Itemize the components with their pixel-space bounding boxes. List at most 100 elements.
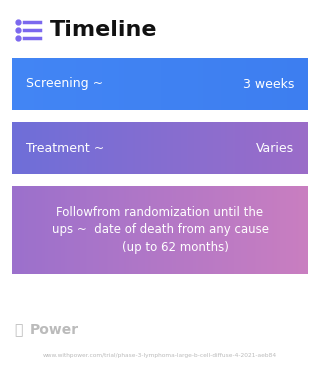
Bar (209, 58, 211, 110)
Bar (154, 186, 156, 274)
Bar (258, 186, 259, 274)
Bar (246, 186, 247, 274)
Bar (107, 58, 109, 110)
Bar (53, 186, 55, 274)
Bar (181, 122, 182, 174)
Bar (265, 58, 267, 110)
Bar (92, 122, 94, 174)
Bar (197, 58, 198, 110)
Bar (20, 58, 21, 110)
Bar (70, 58, 71, 110)
Bar (229, 122, 232, 174)
Bar (74, 58, 76, 110)
Bar (131, 58, 132, 110)
Bar (111, 58, 113, 110)
Bar (138, 122, 140, 174)
Bar (56, 186, 58, 274)
Bar (204, 122, 206, 174)
Bar (79, 58, 81, 110)
Bar (253, 122, 255, 174)
Bar (269, 122, 271, 174)
Bar (300, 122, 302, 174)
Bar (158, 186, 161, 274)
Bar (24, 122, 26, 174)
Bar (133, 122, 135, 174)
Bar (247, 122, 249, 174)
Bar (15, 58, 17, 110)
Bar (145, 58, 147, 110)
Bar (269, 58, 271, 110)
Bar (110, 186, 111, 274)
Bar (96, 122, 98, 174)
Bar (219, 186, 221, 274)
Bar (133, 58, 135, 110)
Bar (162, 186, 164, 274)
Bar (265, 122, 267, 174)
Bar (202, 186, 203, 274)
Bar (172, 186, 174, 274)
Bar (105, 122, 107, 174)
Bar (219, 186, 221, 274)
Bar (123, 186, 125, 274)
Bar (116, 58, 117, 110)
Bar (55, 58, 57, 110)
Bar (262, 186, 264, 274)
Bar (124, 186, 126, 274)
Bar (92, 186, 93, 274)
Bar (89, 58, 91, 110)
Bar (55, 58, 56, 110)
Bar (120, 122, 122, 174)
Bar (198, 58, 200, 110)
Bar (255, 122, 257, 174)
Bar (218, 186, 219, 274)
Bar (260, 58, 263, 110)
Bar (156, 58, 157, 110)
Bar (148, 186, 150, 274)
Bar (182, 122, 184, 174)
Bar (247, 58, 249, 110)
Bar (107, 186, 108, 274)
Bar (193, 186, 194, 274)
Bar (30, 58, 31, 110)
Bar (300, 186, 303, 274)
Bar (34, 58, 36, 110)
Bar (184, 186, 186, 274)
Bar (302, 186, 304, 274)
Bar (99, 58, 101, 110)
Bar (207, 58, 209, 110)
Bar (56, 58, 58, 110)
Bar (138, 58, 139, 110)
Bar (274, 122, 276, 174)
Bar (24, 186, 25, 274)
Bar (80, 186, 82, 274)
Bar (139, 122, 141, 174)
Bar (122, 122, 123, 174)
Bar (42, 122, 43, 174)
Bar (147, 122, 148, 174)
Bar (44, 58, 46, 110)
Bar (39, 122, 41, 174)
Bar (258, 122, 259, 174)
Bar (108, 186, 110, 274)
Bar (80, 186, 82, 274)
Bar (170, 122, 172, 174)
Bar (286, 122, 288, 174)
Bar (33, 122, 35, 174)
Bar (126, 186, 128, 274)
Bar (160, 122, 162, 174)
Bar (71, 58, 73, 110)
Bar (175, 58, 177, 110)
Bar (110, 58, 112, 110)
Bar (187, 186, 188, 274)
Bar (60, 58, 61, 110)
Bar (68, 122, 70, 174)
Bar (216, 122, 218, 174)
Bar (111, 122, 113, 174)
Bar (219, 58, 221, 110)
Bar (196, 122, 197, 174)
Bar (24, 58, 26, 110)
Bar (40, 58, 42, 110)
Bar (286, 58, 287, 110)
Bar (292, 58, 294, 110)
Bar (65, 58, 67, 110)
